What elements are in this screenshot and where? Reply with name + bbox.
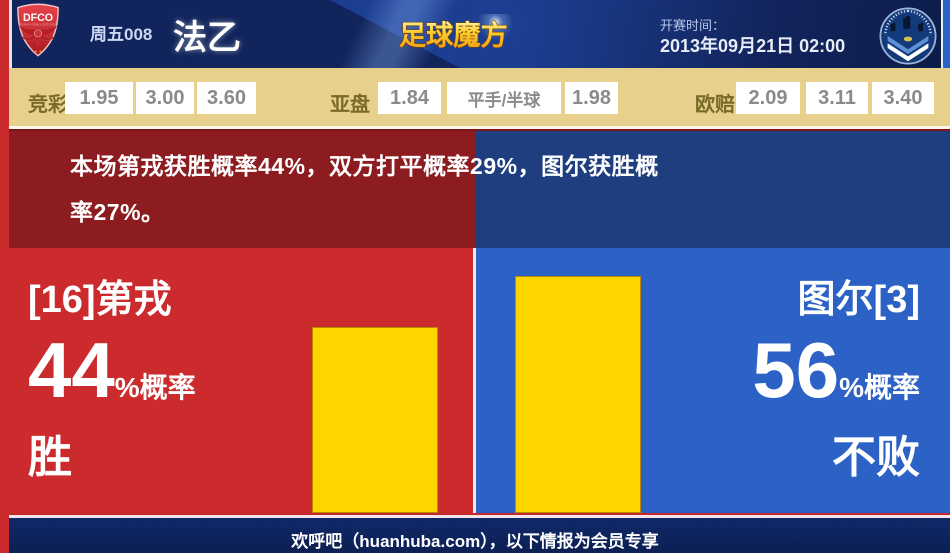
svg-text:DFCO: DFCO — [23, 12, 53, 24]
svg-text:足球魔方: 足球魔方 — [399, 20, 508, 51]
svg-text:DIJON FOOTBALL COTE D'OR: DIJON FOOTBALL COTE D'OR — [20, 24, 56, 27]
